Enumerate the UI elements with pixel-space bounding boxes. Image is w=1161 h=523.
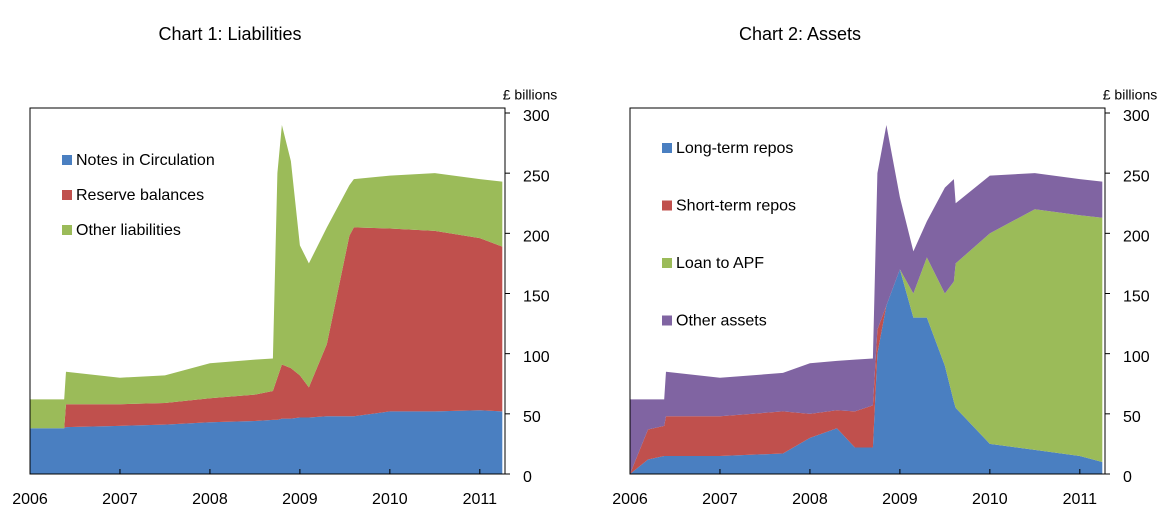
chart-title: Chart 2: Assets bbox=[739, 24, 861, 44]
y-tick-label: 200 bbox=[523, 229, 550, 246]
legend-swatch bbox=[62, 190, 72, 200]
x-tick-label: 2007 bbox=[102, 491, 138, 508]
y-axis-label: £ billions bbox=[1103, 87, 1157, 103]
x-tick-label: 2009 bbox=[882, 491, 918, 508]
chart-title: Chart 1: Liabilities bbox=[158, 24, 301, 44]
area bbox=[630, 269, 1103, 474]
legend-swatch bbox=[662, 143, 672, 153]
area bbox=[630, 269, 1103, 474]
y-tick-label: 150 bbox=[523, 289, 550, 306]
x-tick-label: 2006 bbox=[612, 491, 648, 508]
y-tick-label: 300 bbox=[1123, 108, 1150, 125]
y-tick-label: 50 bbox=[523, 409, 541, 426]
area bbox=[30, 227, 503, 429]
legend-swatch bbox=[62, 225, 72, 235]
legend-swatch bbox=[662, 315, 672, 326]
x-tick-label: 2006 bbox=[12, 491, 48, 508]
y-tick-label: 200 bbox=[1123, 229, 1150, 246]
legend-label: Long-term repos bbox=[676, 140, 793, 157]
legend-label: Reserve balances bbox=[76, 187, 204, 204]
x-tick-label: 2008 bbox=[792, 491, 828, 508]
legend-label: Notes in Circulation bbox=[76, 152, 215, 169]
y-tick-label: 250 bbox=[523, 168, 550, 185]
y-tick-label: 0 bbox=[1123, 469, 1132, 486]
legend-swatch bbox=[662, 258, 672, 268]
y-tick-label: 50 bbox=[1123, 409, 1141, 426]
y-tick-label: 100 bbox=[523, 349, 550, 366]
area bbox=[30, 125, 503, 429]
x-tick-label: 2010 bbox=[972, 491, 1008, 508]
legend-label: Short-term repos bbox=[676, 198, 796, 215]
x-tick-label: 2011 bbox=[463, 491, 498, 508]
x-tick-label: 2008 bbox=[192, 491, 228, 508]
x-tick-label: 2009 bbox=[282, 491, 318, 508]
plot-frame bbox=[29, 107, 506, 475]
y-tick-label: 150 bbox=[1123, 289, 1150, 306]
legend-label: Other liabilities bbox=[76, 222, 181, 239]
x-tick-label: 2007 bbox=[702, 491, 738, 508]
x-tick-label: 2011 bbox=[1063, 491, 1098, 508]
legend-swatch bbox=[662, 200, 672, 211]
y-tick-label: 300 bbox=[523, 108, 550, 125]
area bbox=[30, 410, 503, 474]
area bbox=[630, 209, 1103, 474]
y-tick-label: 250 bbox=[1123, 168, 1150, 185]
x-tick-label: 2010 bbox=[372, 491, 408, 508]
area bbox=[630, 125, 1103, 475]
legend-label: Other assets bbox=[676, 313, 767, 330]
legend-label: Loan to APF bbox=[676, 255, 764, 272]
y-tick-label: 100 bbox=[1123, 349, 1150, 366]
y-axis-label: £ billions bbox=[503, 87, 557, 103]
legend-swatch bbox=[62, 155, 72, 165]
plot-frame bbox=[629, 107, 1106, 475]
y-tick-label: 0 bbox=[523, 469, 532, 486]
